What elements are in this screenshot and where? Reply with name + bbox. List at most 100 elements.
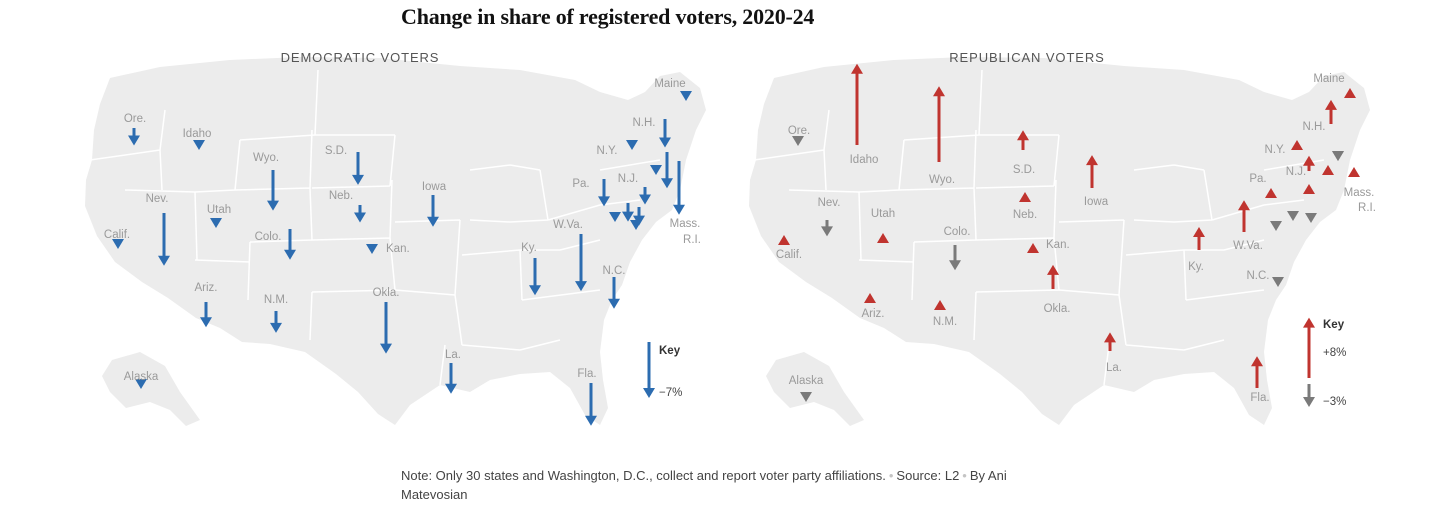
rep-arrow-nh [1325, 99, 1337, 124]
state-label: N.C. [1247, 270, 1270, 282]
source-text: Source: L2 [896, 468, 960, 483]
state-label: Kan. [386, 243, 410, 255]
note-text: Note: Only 30 states and Washington, D.C… [401, 468, 886, 483]
rep-arrow-neb [1019, 192, 1031, 202]
right-us-map [749, 57, 1370, 426]
state-label: Iowa [1084, 196, 1109, 208]
state-label: Pa. [572, 178, 589, 190]
dem-arrow-calif [112, 239, 124, 249]
dem-arrow-ariz [200, 302, 212, 328]
rep-arrow-utah [877, 233, 889, 243]
state-label: La. [1106, 362, 1122, 374]
state-label: N.M. [264, 294, 288, 306]
right-alaska-land [766, 352, 864, 426]
left-alaska-land [102, 352, 200, 426]
rep-arrow-maine [1344, 88, 1356, 98]
right-key-arrow-down [1303, 384, 1315, 407]
state-label: N.H. [633, 117, 656, 129]
right-key-arrow-up [1303, 317, 1315, 378]
state-label: Kan. [1046, 239, 1070, 251]
dem-arrow-nm [270, 311, 282, 333]
state-label: S.D. [1013, 164, 1035, 176]
rep-arrow-fla [1251, 356, 1263, 388]
left-us-map [85, 57, 706, 426]
right-state-borders [753, 69, 1325, 386]
rep-marker [1348, 167, 1360, 177]
dem-arrow-fla [585, 383, 597, 426]
state-label: Nev. [818, 197, 841, 209]
right-key-value-up: +8% [1323, 347, 1346, 359]
state-label: Calif. [776, 249, 802, 261]
state-label: Pa. [1249, 173, 1266, 185]
rep-arrow-okla [1047, 264, 1059, 289]
state-label: Ky. [521, 242, 537, 254]
right-key-title: Key [1323, 319, 1345, 331]
right-markers [778, 63, 1360, 402]
state-label: Okla. [1044, 303, 1071, 315]
rep-arrow-sd [1017, 130, 1029, 150]
separator-dot: • [962, 468, 967, 483]
rep-marker [1332, 151, 1344, 161]
state-label: R.I. [1358, 202, 1376, 214]
dem-arrow-neb [354, 205, 366, 223]
dem-arrow-wva [575, 234, 587, 292]
left-key-value: −7% [659, 387, 682, 399]
rep-arrow-wyo [933, 86, 945, 162]
state-label: Neb. [329, 190, 353, 202]
rep-arrow-iowa [1086, 155, 1098, 188]
rep-arrow-ny [1291, 140, 1303, 150]
left-key: Key −7% [643, 342, 682, 399]
rep-arrow-kan [1027, 243, 1039, 253]
left-state-labels: Ore. Idaho Wyo. S.D. Nev. Utah Colo. Neb. Kan. Io… [104, 78, 701, 383]
rep-arrow-nm [934, 300, 946, 310]
state-label: Maine [654, 78, 685, 90]
dem-arrow-ore [128, 128, 140, 146]
state-label: Colo. [255, 231, 282, 243]
dem-arrow-okla [380, 302, 392, 354]
dem-marker [639, 187, 651, 205]
state-label: Alaska [124, 371, 159, 383]
dem-arrow-kan [366, 244, 378, 254]
left-key-title: Key [659, 345, 681, 357]
left-us-land [85, 57, 706, 425]
state-label: Maine [1313, 73, 1344, 85]
rep-arrow-nc [1272, 277, 1284, 287]
rep-marker [1305, 213, 1317, 223]
state-label: S.D. [325, 145, 347, 157]
dem-arrow-mass [661, 152, 673, 189]
state-label: Nev. [146, 193, 169, 205]
rep-marker [1270, 221, 1282, 231]
dem-marker [609, 212, 621, 222]
rep-arrow-pa [1265, 188, 1277, 198]
state-label: N.Y. [1265, 144, 1286, 156]
rep-marker [1303, 155, 1315, 171]
rep-arrow-calif [778, 235, 790, 245]
dem-arrow-alaska [135, 379, 147, 389]
dem-arrow-nc [608, 277, 620, 309]
dem-arrow-sd [352, 152, 364, 185]
state-label: W.Va. [553, 219, 583, 231]
state-label: Ore. [124, 113, 146, 125]
dem-arrow-wyo [267, 170, 279, 211]
state-label: W.Va. [1233, 240, 1263, 252]
state-label: Ky. [1188, 261, 1204, 273]
rep-arrow-la [1104, 332, 1116, 351]
rep-marker [1287, 211, 1299, 221]
state-label: Idaho [183, 128, 212, 140]
rep-arrow-nev [821, 220, 833, 237]
left-markers [112, 91, 692, 426]
dem-arrow-ny [626, 140, 638, 150]
state-label: Alaska [789, 375, 824, 387]
rep-arrow-ariz [864, 293, 876, 303]
state-label: Neb. [1013, 209, 1037, 221]
dem-arrow-iowa [427, 195, 439, 227]
rep-arrow-wva [1238, 200, 1250, 232]
dem-arrow-utah [210, 218, 222, 228]
state-label: Utah [871, 208, 895, 220]
state-label: Mass. [1344, 187, 1375, 199]
rep-arrow-ore [792, 136, 804, 146]
state-label: N.H. [1303, 121, 1326, 133]
state-label: Ariz. [195, 282, 218, 294]
state-label: Fla. [577, 368, 596, 380]
